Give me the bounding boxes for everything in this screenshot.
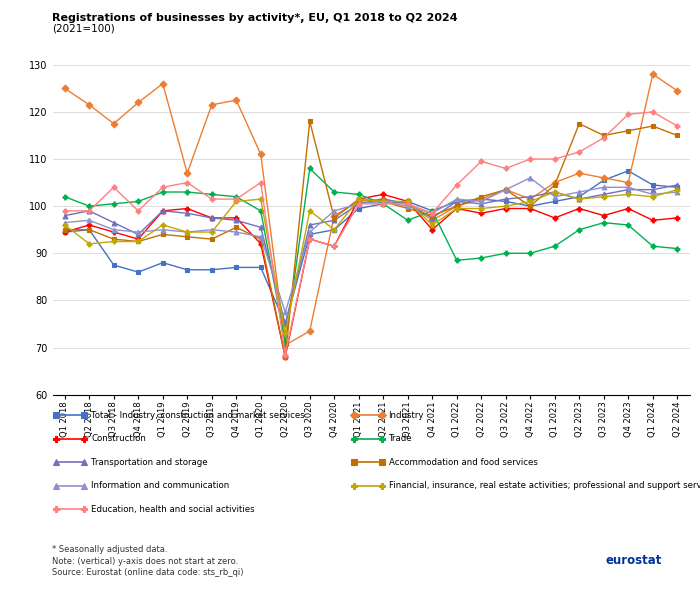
Text: (2021=100): (2021=100) [52, 24, 116, 34]
Text: Note: (vertical) y-axis does not start at zero.: Note: (vertical) y-axis does not start a… [52, 557, 239, 565]
Text: Total - Industry, construction and market services: Total - Industry, construction and marke… [91, 411, 304, 420]
Text: Financial, insurance, real estate activities; professional and support services: Financial, insurance, real estate activi… [389, 481, 700, 491]
Text: Transportation and storage: Transportation and storage [91, 458, 208, 467]
Text: Accommodation and food services: Accommodation and food services [389, 458, 538, 467]
Text: Registrations of businesses by activity*, EU, Q1 2018 to Q2 2024: Registrations of businesses by activity*… [52, 13, 458, 23]
Text: * Seasonally adjusted data.: * Seasonally adjusted data. [52, 545, 168, 554]
Text: Construction: Construction [91, 434, 146, 444]
Text: Trade: Trade [389, 434, 412, 444]
Text: Education, health and social activities: Education, health and social activities [91, 505, 255, 514]
Text: eurostat: eurostat [606, 554, 662, 567]
Text: Industry: Industry [389, 411, 424, 420]
Text: Source: Eurostat (online data code: sts_rb_qi): Source: Eurostat (online data code: sts_… [52, 568, 244, 577]
Text: Information and communication: Information and communication [91, 481, 230, 491]
